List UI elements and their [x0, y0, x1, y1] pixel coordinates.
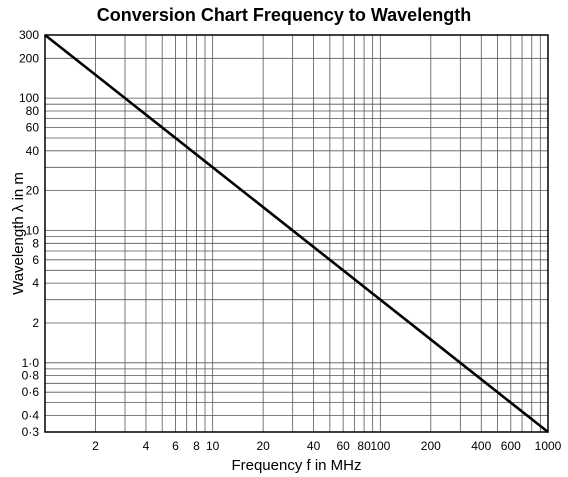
y-tick-label: 0·6	[22, 385, 40, 399]
x-tick-label: 6	[172, 439, 179, 453]
x-tick-label: 2	[92, 439, 99, 453]
y-tick-label: 8	[32, 236, 39, 250]
x-tick-label: 40	[307, 439, 321, 453]
y-tick-label: 40	[26, 144, 40, 158]
y-tick-label: 0·4	[22, 408, 40, 422]
x-tick-label: 8	[193, 439, 200, 453]
x-tick-labels: 2 4 6 8 10 20 40 60 80 100 200 400 600 1000	[92, 439, 562, 453]
conversion-line	[44, 33, 549, 434]
y-tick-label: 2	[32, 316, 39, 330]
y-tick-label: 0·8	[22, 369, 40, 383]
y-tick-label: 100	[19, 91, 39, 105]
y-tick-label: 10	[26, 223, 40, 237]
series-layer	[44, 33, 549, 434]
y-tick-label: 60	[26, 120, 40, 134]
x-tick-label: 10	[206, 439, 220, 453]
y-tick-label: 20	[26, 184, 40, 198]
y-tick-label: 0·3	[22, 425, 40, 439]
x-tick-label: 200	[421, 439, 441, 453]
x-tick-label: 80	[357, 439, 371, 453]
y-tick-label: 4	[32, 276, 39, 290]
x-tick-label: 4	[143, 439, 150, 453]
x-tick-label: 100	[370, 439, 390, 453]
y-tick-label: 200	[19, 51, 39, 65]
x-tick-label: 600	[501, 439, 521, 453]
y-tick-label: 6	[32, 253, 39, 267]
x-tick-label: 400	[471, 439, 491, 453]
x-tick-label: 60	[336, 439, 350, 453]
y-tick-label: 300	[19, 28, 39, 42]
x-tick-label: 1000	[535, 439, 562, 453]
x-tick-label: 20	[256, 439, 270, 453]
y-axis-label: Wavelength λ in m	[10, 172, 27, 295]
y-tick-label: 1·0	[22, 356, 40, 370]
x-axis-label: Frequency f in MHz	[231, 457, 361, 474]
plot-frame	[44, 34, 549, 433]
y-tick-label: 80	[26, 104, 40, 118]
chart-title: Conversion Chart Frequency to Wavelength	[96, 5, 472, 25]
grid	[45, 35, 548, 433]
